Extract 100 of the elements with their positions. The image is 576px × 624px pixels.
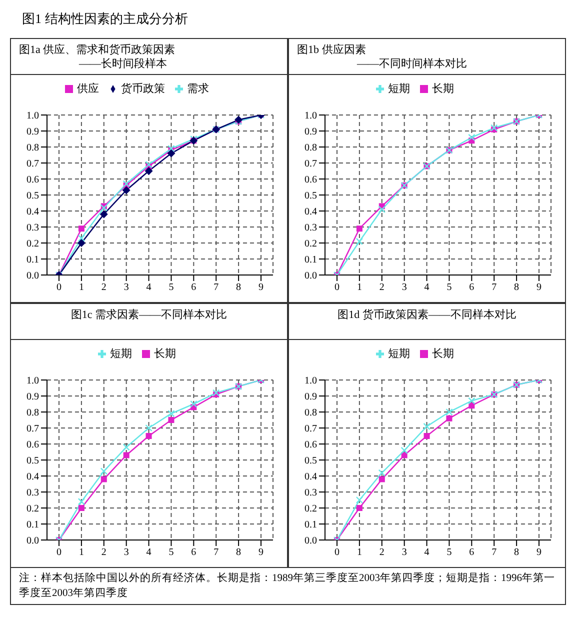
- x-tick-label: 9: [536, 282, 542, 294]
- x-tick-label: 6: [191, 282, 196, 294]
- y-tick-label: 0.5: [26, 190, 39, 202]
- y-tick-label: 0.9: [26, 126, 39, 138]
- y-tick-label: 0.5: [26, 456, 39, 467]
- y-tick-label: 0.8: [304, 142, 317, 154]
- x-tick-label: 2: [379, 547, 384, 558]
- x-tick-label: 4: [146, 547, 152, 558]
- x-tick-label: 7: [214, 547, 219, 558]
- y-tick-label: 0.7: [304, 158, 317, 170]
- x-tick-label: 0: [56, 547, 62, 558]
- y-tick-label: 0.4: [26, 472, 39, 483]
- chart-title: 图1b 供应因素: [297, 43, 367, 57]
- x-tick-label: 6: [191, 547, 196, 558]
- y-tick-label: 0.3: [26, 488, 39, 499]
- y-tick-label: 0.9: [304, 126, 317, 138]
- y-tick-label: 0.4: [26, 206, 39, 218]
- y-tick-label: 0.6: [304, 174, 317, 186]
- y-tick-label: 1.0: [26, 376, 39, 387]
- chart-subtitle: ——不同时间样本对比: [356, 57, 468, 71]
- legend-label: 短期: [388, 83, 410, 95]
- y-tick-label: 0.0: [26, 536, 39, 547]
- x-tick-label: 0: [334, 282, 340, 294]
- y-tick-label: 0.6: [26, 174, 39, 186]
- x-tick-label: 1: [78, 547, 84, 558]
- y-tick-label: 0.3: [304, 488, 317, 499]
- legend-label: 货币政策: [121, 83, 165, 95]
- legend-label: 长期: [432, 348, 454, 360]
- x-tick-label: 0: [56, 282, 62, 294]
- chart-subtitle: ——长时间段样本: [78, 57, 168, 71]
- y-tick-label: 1.0: [26, 110, 39, 122]
- chart-title: 图1a 供应、需求和货币政策因素: [19, 43, 176, 57]
- x-tick-label: 7: [214, 282, 219, 294]
- legend-label: 长期: [154, 348, 176, 360]
- y-tick-label: 0.2: [304, 504, 317, 515]
- x-tick-label: 6: [469, 282, 474, 294]
- y-tick-label: 0.5: [304, 456, 317, 467]
- y-tick-label: 0.4: [304, 472, 317, 483]
- y-tick-label: 0.9: [304, 392, 317, 403]
- x-tick-label: 3: [124, 282, 129, 294]
- x-tick-label: 4: [424, 282, 430, 294]
- x-tick-label: 4: [146, 282, 152, 294]
- y-tick-label: 0.7: [26, 158, 39, 170]
- x-tick-label: 2: [101, 547, 106, 558]
- y-tick-label: 0.3: [304, 222, 317, 234]
- x-tick-label: 6: [469, 547, 474, 558]
- y-tick-label: 0.1: [304, 520, 317, 531]
- y-tick-label: 0.2: [304, 238, 317, 250]
- y-tick-label: 0.7: [26, 424, 39, 435]
- legend-label: 需求: [187, 83, 209, 95]
- x-tick-label: 2: [379, 282, 384, 294]
- legend-label: 短期: [110, 348, 132, 360]
- chart-title: 图1c 需求因素——不同样本对比: [70, 308, 228, 322]
- y-tick-label: 1.0: [304, 376, 317, 387]
- x-tick-label: 3: [124, 547, 129, 558]
- x-tick-label: 9: [258, 547, 264, 558]
- y-tick-label: 0.1: [26, 520, 39, 531]
- x-tick-label: 8: [236, 547, 242, 558]
- y-tick-label: 0.6: [26, 440, 39, 451]
- legend-label: 短期: [388, 348, 410, 360]
- chart-title: 图1d 货币政策因素——不同样本对比: [336, 308, 518, 322]
- x-tick-label: 3: [402, 282, 407, 294]
- x-tick-label: 2: [101, 282, 106, 294]
- y-tick-label: 0.0: [26, 270, 39, 282]
- y-tick-label: 0.8: [304, 408, 317, 419]
- x-tick-label: 1: [356, 547, 362, 558]
- y-tick-label: 0.8: [26, 408, 39, 419]
- y-tick-label: 0.6: [304, 440, 317, 451]
- text: 注：样本包括除中国以外的所有经济体。长期是指：1989年第三季度至2003年第四季度；短期是指：1996年第一季度至2003年第四季度: [10, 568, 566, 605]
- x-tick-label: 8: [514, 282, 520, 294]
- legend-label: 长期: [432, 83, 454, 95]
- x-tick-label: 1: [78, 282, 84, 294]
- x-tick-label: 0: [334, 547, 340, 558]
- caption: 图1 结构性因素的主成分分析: [21, 10, 189, 28]
- x-tick-label: 7: [492, 282, 497, 294]
- y-tick-label: 0.7: [304, 424, 317, 435]
- legend-label: 供应: [77, 83, 99, 95]
- y-tick-label: 0.9: [26, 392, 39, 403]
- y-tick-label: 0.5: [304, 190, 317, 202]
- y-tick-label: 0.0: [304, 536, 317, 547]
- y-tick-label: 0.2: [26, 504, 39, 515]
- y-tick-label: 0.3: [26, 222, 39, 234]
- x-tick-label: 5: [446, 547, 452, 558]
- x-tick-label: 1: [356, 282, 362, 294]
- y-tick-label: 0.1: [304, 254, 317, 266]
- x-tick-label: 5: [446, 282, 452, 294]
- y-tick-label: 0.4: [304, 206, 317, 218]
- x-tick-label: 3: [402, 547, 407, 558]
- x-tick-label: 4: [424, 547, 430, 558]
- y-tick-label: 0.2: [26, 238, 39, 250]
- x-tick-label: 9: [258, 282, 264, 294]
- y-tick-label: 0.0: [304, 270, 317, 282]
- x-tick-label: 5: [168, 282, 174, 294]
- x-tick-label: 8: [514, 547, 520, 558]
- y-tick-label: 0.8: [26, 142, 39, 154]
- x-tick-label: 5: [168, 547, 174, 558]
- x-tick-label: 9: [536, 547, 542, 558]
- y-tick-label: 0.1: [26, 254, 39, 266]
- x-tick-label: 7: [492, 547, 497, 558]
- x-tick-label: 8: [236, 282, 242, 294]
